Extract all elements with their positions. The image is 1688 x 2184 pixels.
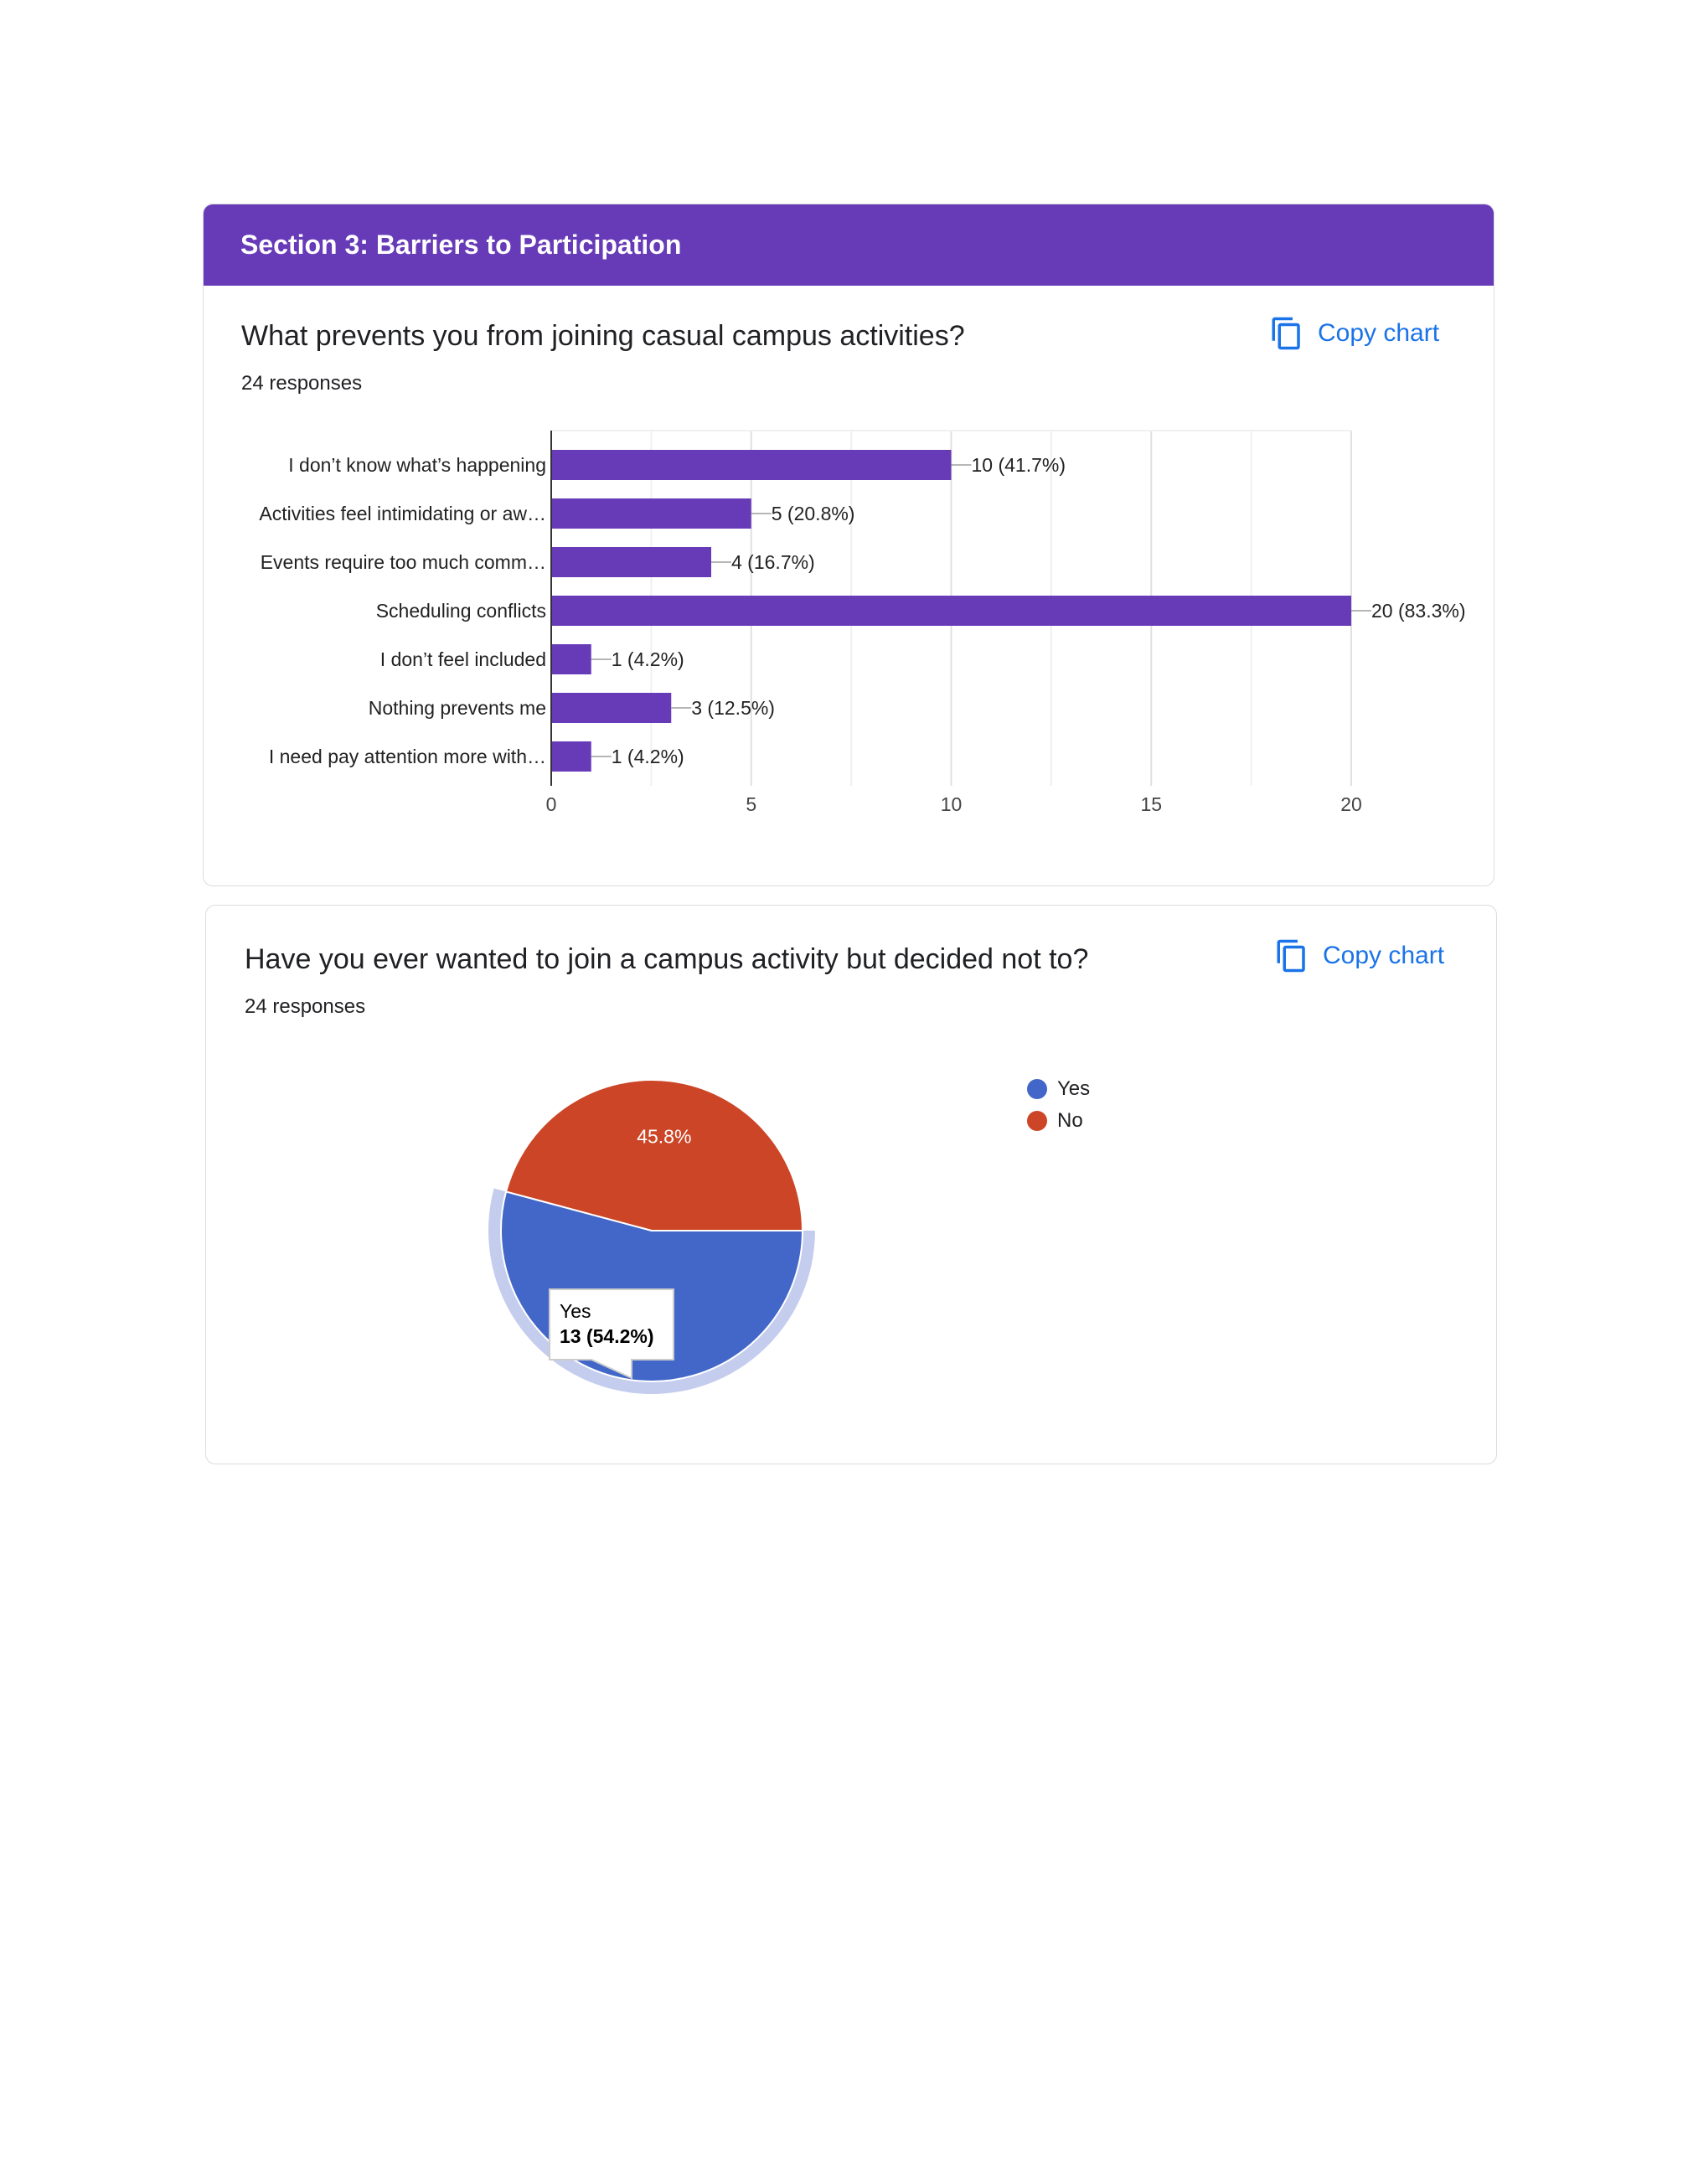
data-label: 3 (12.5%)	[691, 697, 775, 719]
response-count: 24 responses	[241, 372, 363, 395]
x-tick-label: 15	[1140, 793, 1162, 815]
bar	[551, 450, 952, 480]
data-label: 20 (83.3%)	[1371, 600, 1466, 622]
copy-chart-label: Copy chart	[1323, 942, 1445, 969]
category-label: Scheduling conflicts	[376, 600, 546, 622]
data-label: 5 (20.8%)	[772, 503, 855, 524]
legend-item-no[interactable]: No	[1027, 1105, 1090, 1137]
bar	[551, 547, 711, 577]
response-count: 24 responses	[245, 995, 366, 1018]
question-title: What prevents you from joining casual ca…	[241, 320, 965, 352]
bar-chart: I don’t know what’s happening 10 (41.7%) A…	[259, 430, 1466, 815]
pie-slice-no	[504, 1079, 804, 1231]
slice-percent-label: 45.8%	[637, 1126, 691, 1148]
bar	[551, 741, 591, 772]
decided-not-to-question-card: Have you ever wanted to join a campus ac…	[205, 905, 1497, 1464]
x-tick-label: 20	[1340, 793, 1362, 815]
barriers-question-card: Section 3: Barriers to Participation Wha…	[203, 204, 1494, 886]
bar	[551, 498, 751, 529]
copy-chart-button[interactable]: Copy chart	[1269, 316, 1439, 351]
pie-chart: 45.8% Yes 13 (54.2%)	[488, 1079, 815, 1394]
tooltip-box	[549, 1288, 674, 1380]
x-tick-label: 5	[746, 793, 756, 815]
copy-icon	[1272, 317, 1300, 350]
legend-dot-no	[1027, 1111, 1047, 1131]
tooltip-label: Yes	[560, 1300, 591, 1322]
legend-label-no: No	[1057, 1109, 1083, 1132]
copy-chart-label: Copy chart	[1318, 319, 1440, 347]
section-title: Section 3: Barriers to Participation	[240, 230, 682, 260]
category-label: I don’t know what’s happening	[288, 454, 546, 476]
legend-label-yes: Yes	[1057, 1077, 1091, 1100]
bar	[551, 693, 672, 723]
copy-chart-button[interactable]: Copy chart	[1274, 938, 1444, 973]
x-tick-label: 10	[941, 793, 963, 815]
question-title: Have you ever wanted to join a campus ac…	[245, 943, 1089, 975]
legend-dot-yes	[1027, 1079, 1047, 1099]
copy-icon	[1277, 939, 1305, 973]
data-label: 10 (41.7%)	[972, 454, 1066, 476]
data-label: 1 (4.2%)	[612, 746, 684, 767]
category-label: Activities feel intimidating or aw…	[259, 503, 546, 524]
data-label: 4 (16.7%)	[731, 551, 815, 573]
x-tick-label: 0	[546, 793, 557, 815]
legend-item-yes[interactable]: Yes	[1027, 1073, 1090, 1105]
pie-legend: Yes No	[1027, 1073, 1090, 1137]
tooltip-value: 13 (54.2%)	[560, 1325, 654, 1347]
section-header: Section 3: Barriers to Participation	[204, 204, 1494, 286]
category-label: Events require too much comm…	[261, 551, 546, 573]
category-label: Nothing prevents me	[369, 697, 546, 719]
bar	[551, 644, 591, 674]
category-label: I need pay attention more with…	[269, 746, 546, 767]
data-label: 1 (4.2%)	[612, 648, 684, 670]
category-label: I don’t feel included	[380, 648, 546, 670]
bar	[551, 596, 1351, 626]
